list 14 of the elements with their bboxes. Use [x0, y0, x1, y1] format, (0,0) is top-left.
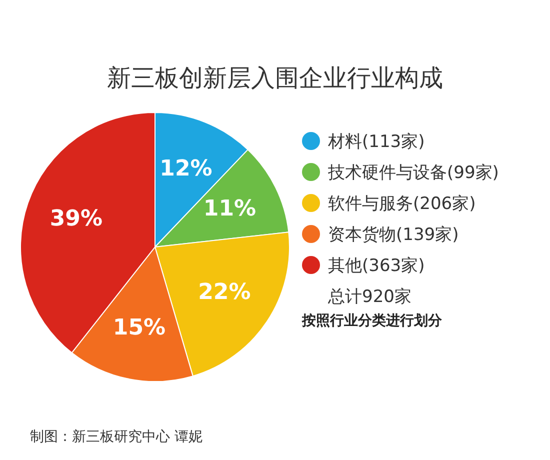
text: 总计920家 [328, 286, 412, 308]
text: 按照行业分类进行划分 [302, 312, 443, 330]
data-label: 39% [50, 206, 103, 232]
data-label: 15% [112, 316, 166, 341]
legend-label: 其他(363家) [328, 255, 425, 277]
legend-label: 技术硬件与设备(99家) [328, 162, 499, 184]
chart-title: 新三板创新层入围企业行业构成 [106, 63, 444, 94]
text: 制图：新三板研究中心 谭妮 [30, 428, 202, 446]
data-label: 11% [203, 196, 256, 222]
legend-label: 软件与服务(206家) [328, 193, 476, 215]
data-label: 22% [198, 280, 251, 305]
data-label: 12% [160, 156, 212, 182]
legend-label: 材料(113家) [328, 131, 425, 153]
legend-label: 资本货物(139家) [328, 224, 459, 246]
